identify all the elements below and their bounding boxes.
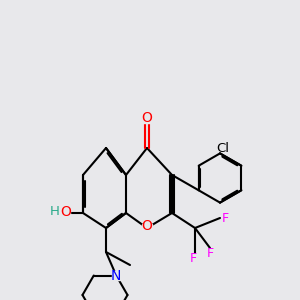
Bar — [112, 271, 120, 280]
Text: Cl: Cl — [216, 142, 229, 154]
Text: F: F — [222, 212, 229, 224]
Text: O: O — [142, 220, 152, 233]
Bar — [50, 208, 70, 217]
Text: H: H — [50, 205, 59, 218]
Text: F: F — [206, 247, 214, 260]
Bar — [142, 224, 152, 232]
Text: F: F — [190, 252, 197, 265]
Text: O: O — [142, 111, 152, 125]
Text: N: N — [111, 268, 122, 283]
Text: O: O — [60, 205, 71, 218]
Bar — [142, 113, 152, 122]
